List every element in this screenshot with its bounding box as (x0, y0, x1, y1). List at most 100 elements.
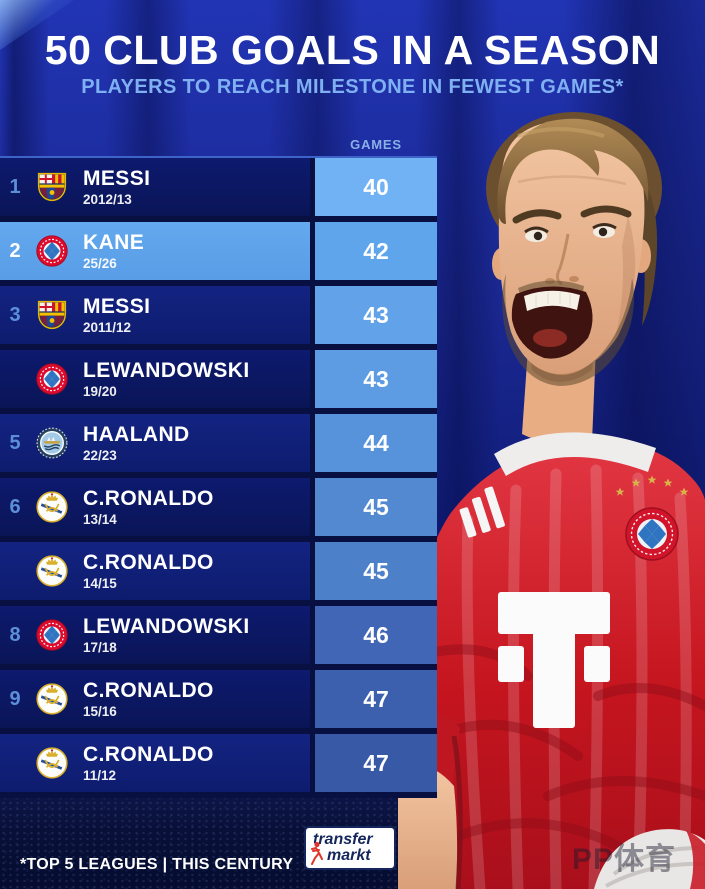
games-value: 42 (315, 222, 437, 280)
hair-highlight (517, 127, 605, 138)
games-value: 44 (315, 414, 437, 472)
teeth-lines (535, 292, 571, 307)
table-row: 8 LEWANDOWSKI 17/18 46 (0, 606, 437, 664)
row-main: LEWANDOWSKI 19/20 (0, 350, 310, 408)
cheek-shading (614, 216, 636, 342)
row-main: 5 HAALAND 22/23 (0, 414, 310, 472)
table-row: 6 C.RONALDO 13/14 45 (0, 478, 437, 536)
pupil-left (533, 231, 543, 241)
ranking-table: 1 MESSI 2012/13 40 2 KANE 25/26 42 3 MESSI 2011/12… (0, 158, 437, 798)
satin-fold (594, 829, 705, 889)
season-label: 17/18 (83, 640, 117, 655)
page-title: 50 CLUB GOALS IN A SEASON (44, 27, 661, 73)
player-name: LEWANDOWSKI (83, 359, 250, 382)
season-label: 15/16 (83, 704, 117, 719)
club-badge-barcelona-icon (35, 298, 69, 332)
season-label: 19/20 (83, 384, 117, 399)
eyebrow-left (512, 209, 562, 224)
row-main: C.RONALDO 14/15 (0, 542, 310, 600)
table-row: 5 HAALAND 22/23 44 (0, 414, 437, 472)
season-label: 2011/12 (83, 320, 132, 335)
player-name: HAALAND (83, 423, 190, 446)
rank-number: 5 (9, 431, 21, 454)
table-row: C.RONALDO 11/12 47 (0, 734, 437, 792)
player-photo-kane (398, 112, 705, 889)
teeth (524, 290, 580, 311)
rank-number: 2 (9, 239, 21, 262)
player-name: LEWANDOWSKI (83, 615, 250, 638)
table-row: LEWANDOWSKI 19/20 43 (0, 350, 437, 408)
forehead-line (517, 175, 627, 186)
pupil-right (598, 227, 608, 237)
games-column-header: GAMES (350, 137, 402, 152)
games-value: 43 (315, 286, 437, 344)
table-row: 2 KANE 25/26 42 (0, 222, 437, 280)
hair-front (497, 118, 649, 224)
club-badge-bayern-munich-icon (35, 362, 69, 396)
nostril-right (569, 276, 579, 282)
satin-red-edge (686, 830, 705, 889)
player-name: MESSI (83, 295, 151, 318)
season-label: 13/14 (83, 512, 117, 527)
table-row: 9 C.RONALDO 15/16 47 (0, 670, 437, 728)
beard (502, 274, 635, 386)
club-badge-real-madrid-icon (35, 490, 69, 524)
rank-number: 9 (9, 687, 21, 710)
club-badge-bayern-munich-icon (35, 618, 69, 652)
table-row: 3 MESSI 2011/12 43 (0, 286, 437, 344)
bayern-crest (625, 507, 679, 561)
club-badge-barcelona-icon (35, 170, 69, 204)
games-value: 47 (315, 670, 437, 728)
telekom-t-logo (498, 592, 610, 728)
player-name: C.RONALDO (83, 679, 214, 702)
player-name: C.RONALDO (83, 743, 214, 766)
club-badge-bayern-munich-icon (35, 234, 69, 268)
games-value: 45 (315, 478, 437, 536)
games-value: 46 (315, 606, 437, 664)
row-main: 2 KANE 25/26 (0, 222, 310, 280)
rank-number: 1 (9, 175, 21, 198)
transfermarkt-runner-icon (311, 841, 323, 865)
club-badge-real-madrid-icon (35, 554, 69, 588)
rank-number: 3 (9, 303, 21, 326)
player-name: C.RONALDO (83, 551, 214, 574)
table-row: C.RONALDO 14/15 45 (0, 542, 437, 600)
collar (494, 432, 656, 476)
season-label: 14/15 (83, 576, 117, 591)
rank-number: 8 (9, 623, 21, 646)
arm-torso-crease (451, 735, 463, 889)
tongue (533, 329, 567, 347)
transfermarkt-logo-text-top: transfer (313, 831, 373, 848)
player-name: C.RONALDO (83, 487, 214, 510)
row-main: 9 C.RONALDO 15/16 (0, 670, 310, 728)
row-main: 6 C.RONALDO 13/14 (0, 478, 310, 536)
champion-stars (615, 475, 689, 496)
rank-number: 6 (9, 495, 21, 518)
club-badge-real-madrid-icon (35, 682, 69, 716)
games-value: 45 (315, 542, 437, 600)
season-label: 25/26 (83, 256, 117, 271)
games-value: 47 (315, 734, 437, 792)
season-label: 2012/13 (83, 192, 132, 207)
row-main: C.RONALDO 11/12 (0, 734, 310, 792)
page-subtitle: PLAYERS TO REACH MILESTONE IN FEWEST GAM… (81, 76, 624, 98)
games-value: 40 (315, 158, 437, 216)
season-label: 11/12 (83, 768, 117, 783)
pp-sports-watermark: PP体育 (572, 843, 677, 876)
transfermarkt-logo: transfer markt (304, 826, 396, 870)
games-value: 43 (315, 350, 437, 408)
season-label: 22/23 (83, 448, 117, 463)
eyelid-right (592, 223, 617, 230)
club-badge-manchester-city-icon (35, 426, 69, 460)
table-row: 1 MESSI 2012/13 40 (0, 158, 437, 216)
adidas-logo (459, 486, 505, 538)
row-main: 3 MESSI 2011/12 (0, 286, 310, 344)
footnote: *TOP 5 LEAGUES | THIS CENTURY (20, 856, 294, 873)
player-name: KANE (83, 231, 145, 254)
row-main: 8 LEWANDOWSKI 17/18 (0, 606, 310, 664)
eyelid-left (524, 226, 549, 234)
row-main: 1 MESSI 2012/13 (0, 158, 310, 216)
transfermarkt-logo-text-bottom: markt (327, 847, 371, 864)
player-name: MESSI (83, 167, 151, 190)
